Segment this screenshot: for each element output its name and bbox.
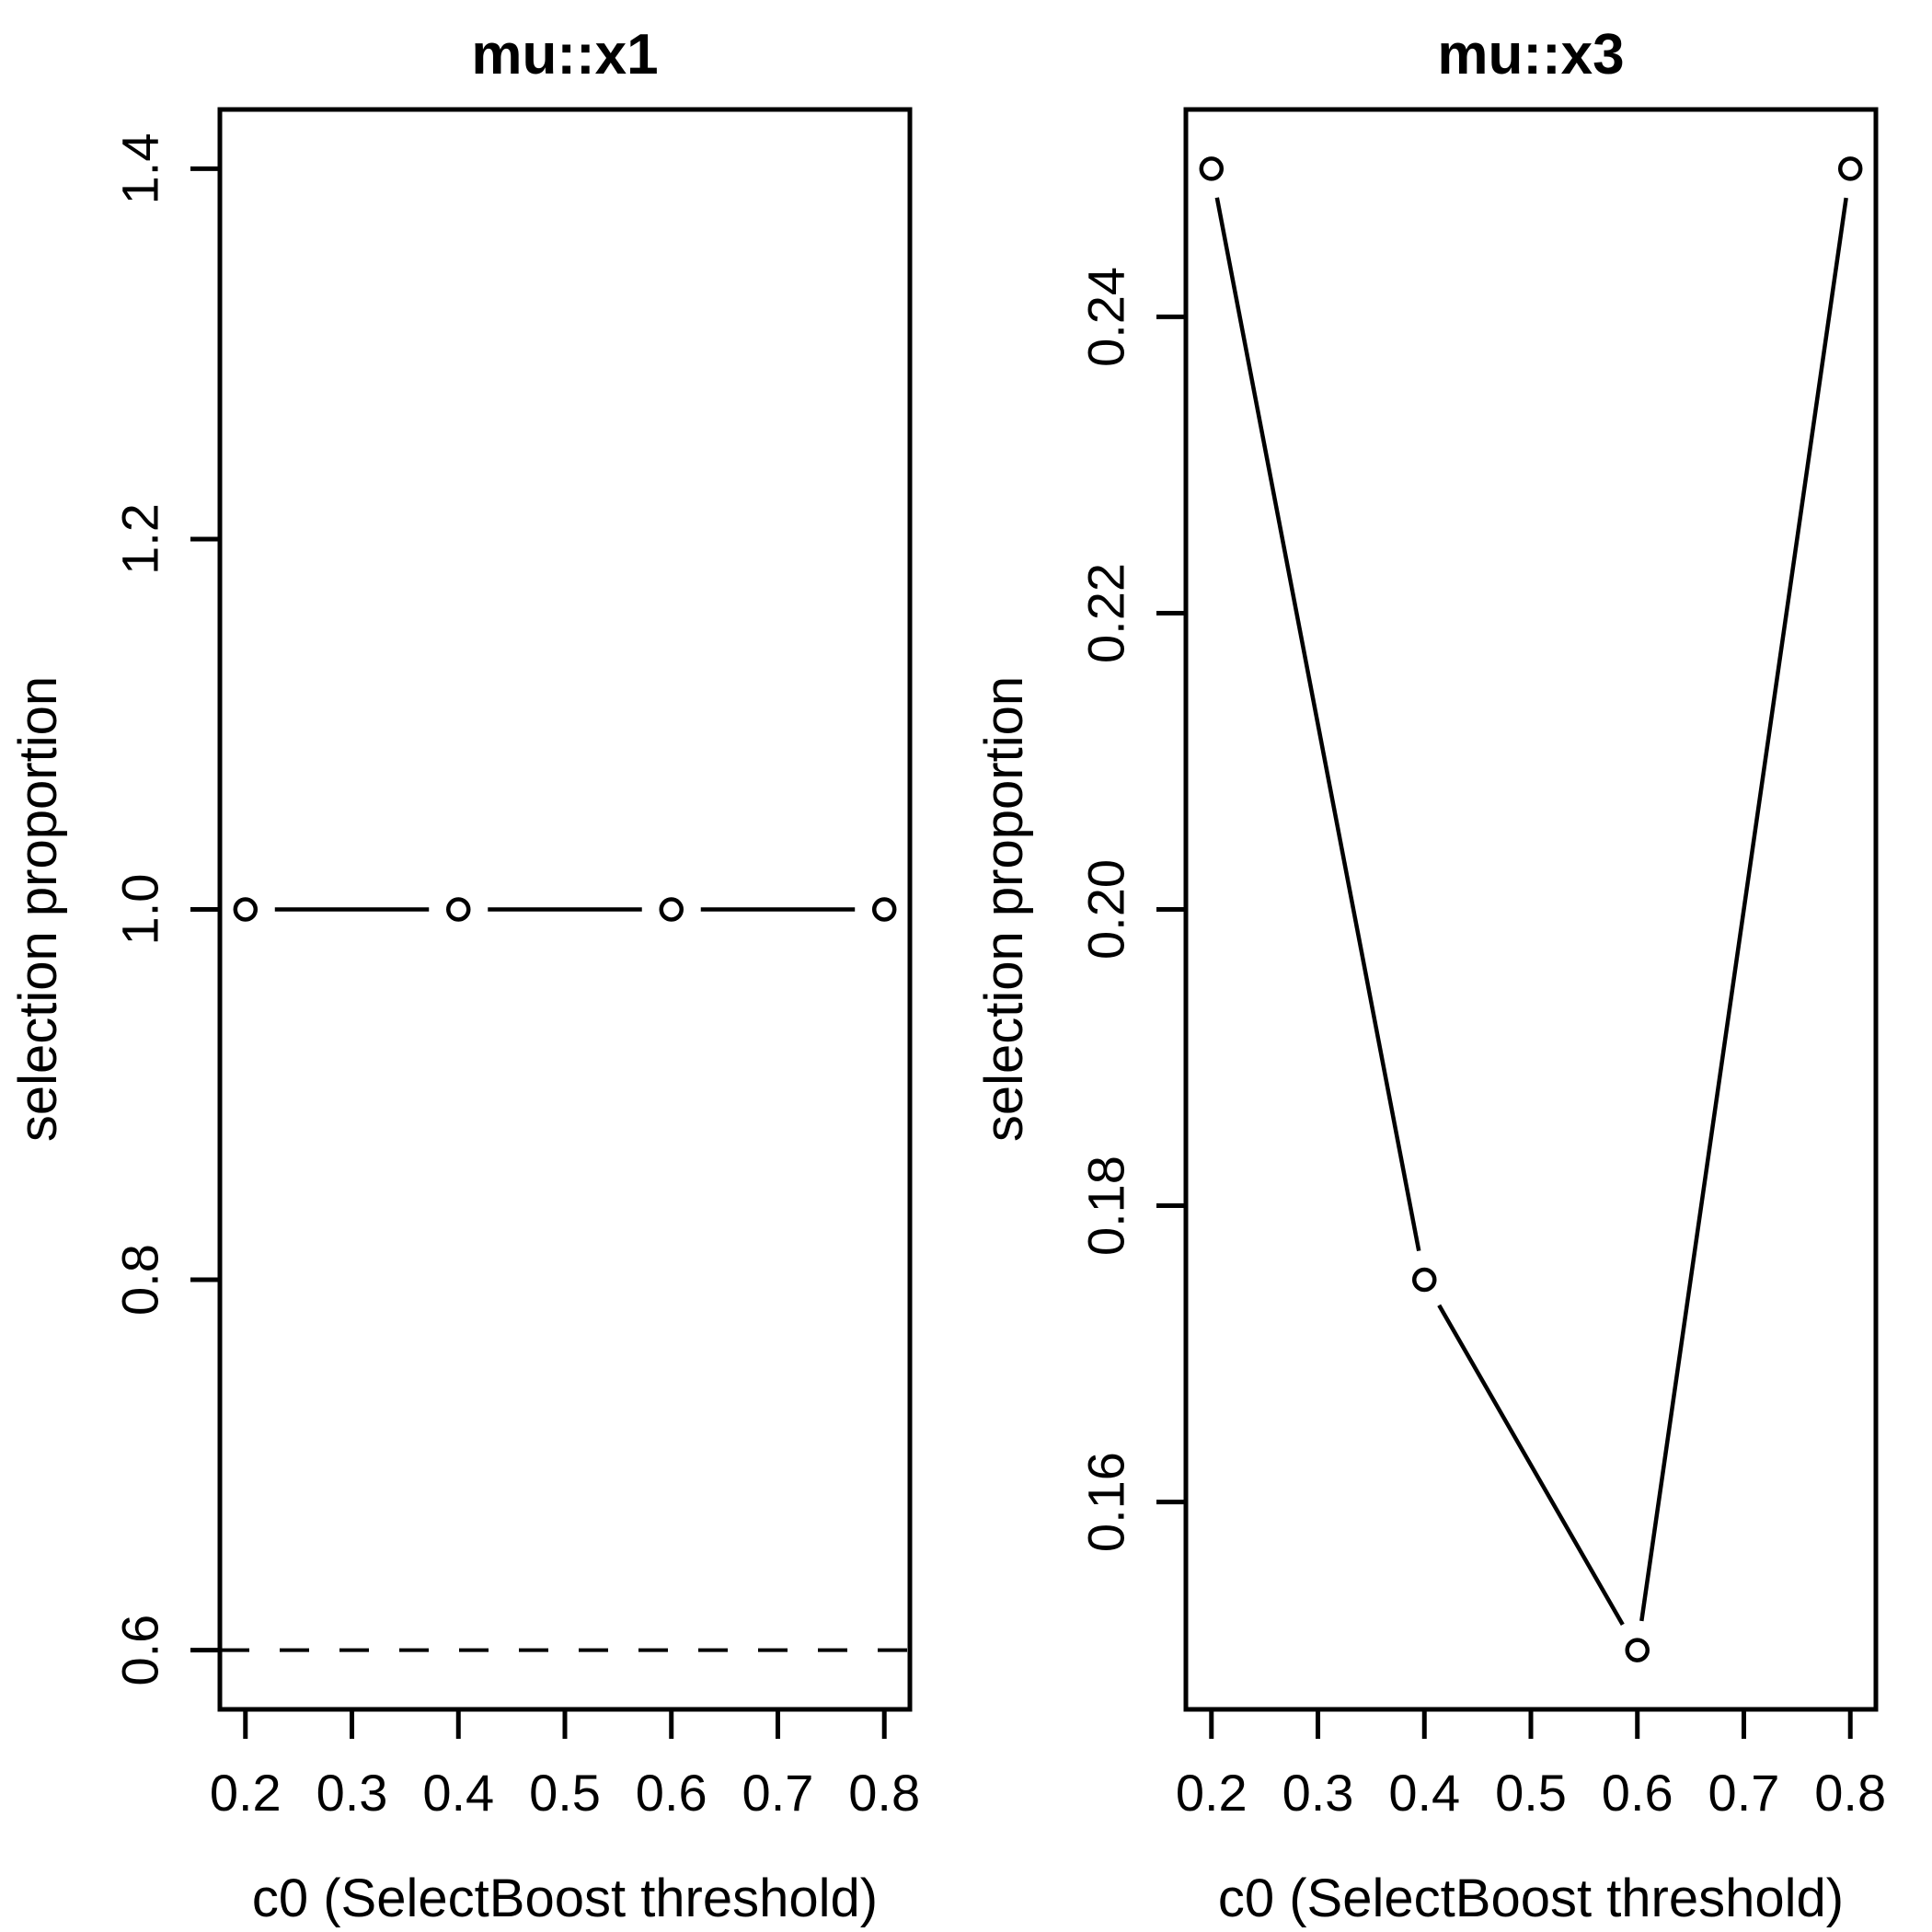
x-tick-label: 0.2: [210, 1764, 282, 1822]
x-tick-label: 0.3: [1282, 1764, 1354, 1822]
data-point: [1837, 156, 1863, 181]
right-panel-x-axis-label: c0 (SelectBoost threshold): [1217, 1869, 1845, 1928]
y-tick-label: 0.16: [1077, 1452, 1135, 1552]
data-point: [659, 897, 684, 922]
y-tick-label: 1.0: [111, 874, 169, 946]
x-tick-label: 0.6: [1602, 1764, 1673, 1822]
y-tick-label: 0.18: [1077, 1156, 1135, 1256]
x-tick-label: 0.7: [742, 1764, 814, 1822]
y-tick-label: 1.4: [111, 132, 169, 204]
right-panel-y-axis-label: selection proportion: [974, 675, 1034, 1143]
x-tick-label: 0.3: [316, 1764, 388, 1822]
series-line-segment: [1437, 1304, 1625, 1626]
series-line-segment: [1639, 197, 1848, 1622]
x-tick-label: 0.8: [1814, 1764, 1886, 1822]
left-panel-x-axis-label: c0 (SelectBoost threshold): [251, 1869, 879, 1928]
y-tick-label: 0.24: [1077, 267, 1135, 367]
x-tick-label: 0.5: [1495, 1764, 1567, 1822]
x-tick-label: 0.2: [1176, 1764, 1248, 1822]
data-point: [446, 897, 471, 922]
x-tick-label: 0.4: [1388, 1764, 1460, 1822]
y-tick-label: 1.2: [111, 503, 169, 575]
x-tick-label: 0.6: [636, 1764, 707, 1822]
right-panel-title: mu::x3: [1437, 23, 1625, 86]
y-tick-label: 0.20: [1077, 859, 1135, 960]
data-point: [1412, 1267, 1437, 1293]
x-tick-label: 0.4: [422, 1764, 494, 1822]
y-tick-label: 0.8: [111, 1244, 169, 1316]
left-panel-title: mu::x1: [471, 23, 659, 86]
x-tick-label: 0.7: [1708, 1764, 1780, 1822]
x-tick-label: 0.8: [848, 1764, 920, 1822]
y-tick-label: 0.22: [1077, 563, 1135, 663]
x-tick-label: 0.5: [529, 1764, 601, 1822]
y-tick-label: 0.6: [111, 1615, 169, 1686]
series-line-segment: [1214, 197, 1421, 1252]
data-point: [871, 897, 897, 922]
data-point: [233, 897, 259, 922]
plot-box: [1183, 107, 1879, 1712]
data-point: [1199, 156, 1225, 181]
data-point: [1625, 1638, 1650, 1662]
left-panel-y-axis-label: selection proportion: [8, 675, 68, 1143]
